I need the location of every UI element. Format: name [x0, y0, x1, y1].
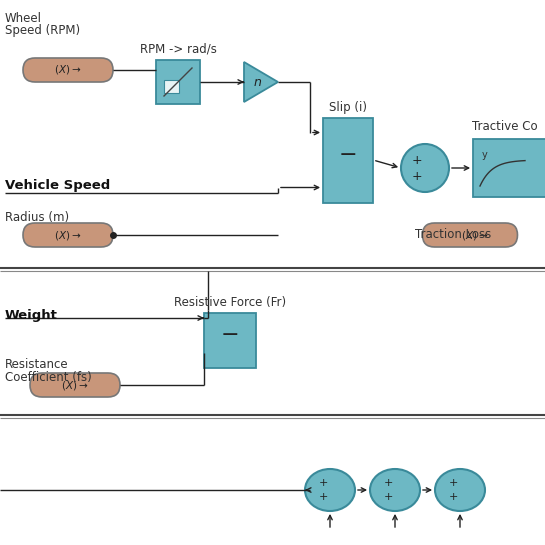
- FancyBboxPatch shape: [30, 373, 120, 397]
- Bar: [164, 80, 179, 93]
- FancyBboxPatch shape: [23, 223, 113, 247]
- Text: Tractive Co: Tractive Co: [472, 119, 538, 132]
- Text: +: +: [318, 492, 328, 502]
- Polygon shape: [244, 62, 278, 102]
- Ellipse shape: [305, 469, 355, 511]
- Text: +: +: [449, 478, 458, 488]
- Bar: [473, 139, 545, 197]
- Text: Weight: Weight: [5, 308, 58, 322]
- Text: Coefficient (fs): Coefficient (fs): [5, 371, 92, 384]
- Text: Traction Loss: Traction Loss: [415, 228, 491, 241]
- Text: Wheel: Wheel: [5, 12, 42, 25]
- Text: Speed (RPM): Speed (RPM): [5, 24, 80, 37]
- Text: Radius (m): Radius (m): [5, 211, 69, 225]
- Text: +: +: [411, 169, 422, 183]
- Bar: [156, 60, 200, 104]
- Text: Slip (i): Slip (i): [329, 101, 367, 114]
- Text: −: −: [338, 145, 358, 165]
- Text: +: +: [383, 492, 393, 502]
- FancyBboxPatch shape: [422, 223, 518, 247]
- Text: −: −: [221, 325, 239, 345]
- Circle shape: [401, 144, 449, 192]
- Text: +: +: [383, 478, 393, 488]
- Text: Vehicle Speed: Vehicle Speed: [5, 179, 110, 191]
- Ellipse shape: [435, 469, 485, 511]
- Ellipse shape: [370, 469, 420, 511]
- Text: $(X)\rightarrow$: $(X)\rightarrow$: [54, 228, 82, 241]
- Text: +: +: [411, 154, 422, 167]
- Bar: [204, 312, 256, 367]
- Text: $(X)\rightarrow$: $(X)\rightarrow$: [54, 64, 82, 76]
- Text: y: y: [482, 150, 488, 160]
- Text: n: n: [253, 76, 261, 88]
- Text: $(X)\rightarrow$: $(X)\rightarrow$: [461, 228, 489, 241]
- Text: +: +: [449, 492, 458, 502]
- Text: $(X)\rightarrow$: $(X)\rightarrow$: [61, 378, 89, 391]
- FancyBboxPatch shape: [23, 58, 113, 82]
- Text: RPM -> rad/s: RPM -> rad/s: [140, 42, 216, 55]
- Text: +: +: [318, 478, 328, 488]
- Bar: [323, 118, 373, 203]
- Text: Resistive Force (Fr): Resistive Force (Fr): [174, 296, 286, 309]
- Text: Resistance: Resistance: [5, 359, 69, 372]
